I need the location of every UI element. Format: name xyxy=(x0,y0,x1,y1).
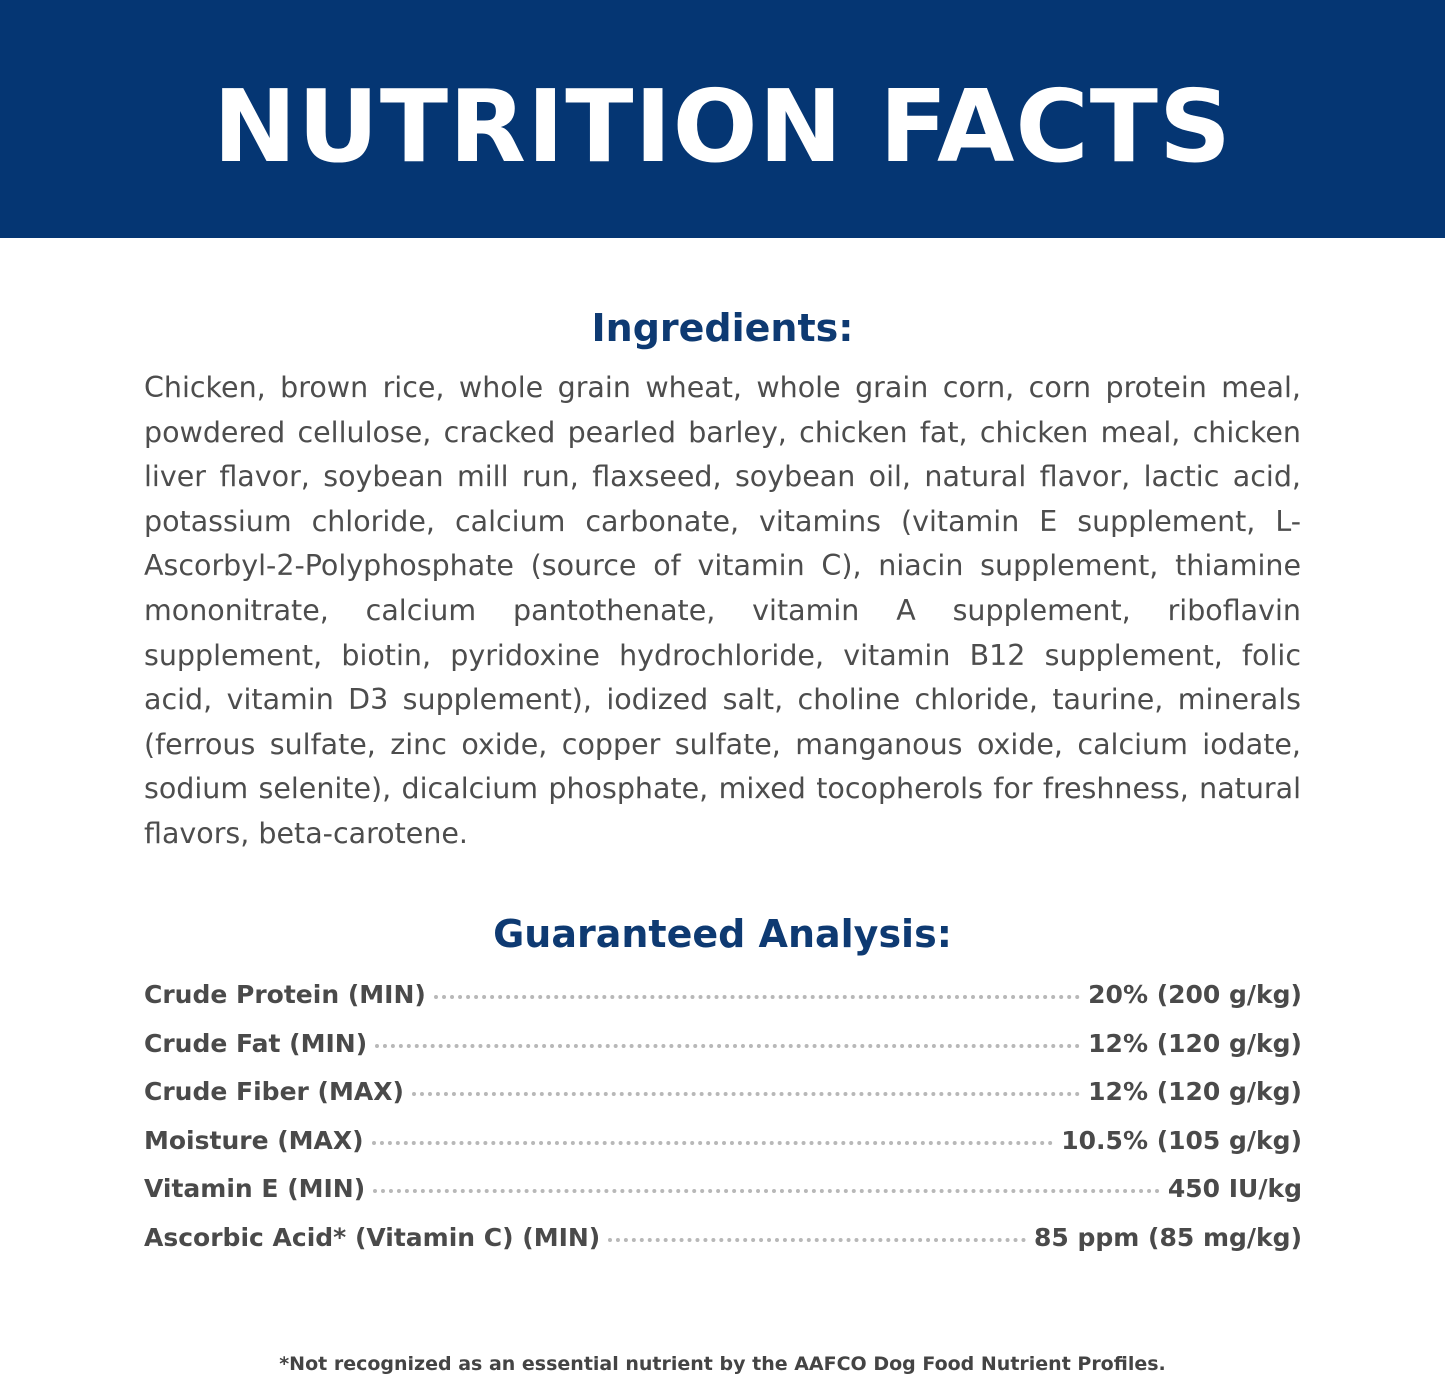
ingredients-heading: Ingredients: xyxy=(591,306,854,350)
row-label: Crude Fat (MIN) xyxy=(144,1028,368,1058)
analysis-row: Moisture (MAX) 10.5% (105 g/kg) xyxy=(144,1126,1302,1175)
row-label: Vitamin E (MIN) xyxy=(144,1174,366,1203)
analysis-table: Crude Protein (MIN) 20% (200 g/kg) Crude … xyxy=(144,980,1302,1271)
dot-leader xyxy=(433,995,1081,999)
analysis-row: Ascorbic Acid* (Vitamin C) (MIN) 85 ppm (… xyxy=(144,1223,1302,1272)
page-title: NUTRITION FACTS xyxy=(212,68,1233,185)
analysis-row: Crude Fiber (MAX) 12% (120 g/kg) xyxy=(144,1077,1302,1126)
header-banner: NUTRITION FACTS xyxy=(0,0,1445,238)
row-value: 85 ppm (85 mg/kg) xyxy=(1034,1222,1302,1252)
row-label: Moisture (MAX) xyxy=(144,1125,364,1155)
dot-leader xyxy=(371,1140,1054,1145)
row-value: 20% (200 g/kg) xyxy=(1088,980,1302,1009)
row-label: Crude Protein (MIN) xyxy=(144,980,426,1009)
row-label: Crude Fiber (MAX) xyxy=(144,1077,404,1106)
dot-leader xyxy=(375,1043,1081,1048)
analysis-row: Vitamin E (MIN) 450 IU/kg xyxy=(144,1174,1302,1223)
row-value: 12% (120 g/kg) xyxy=(1088,1028,1302,1058)
footnote: *Not recognized as an essential nutrient… xyxy=(279,1353,1166,1375)
ingredients-text: Chicken, brown rice, whole grain wheat, … xyxy=(144,371,1301,850)
row-value: 450 IU/kg xyxy=(1167,1174,1302,1203)
dot-leader xyxy=(608,1237,1027,1242)
row-label: Ascorbic Acid* (Vitamin C) (MIN) xyxy=(144,1222,601,1252)
analysis-row: Crude Fat (MIN) 12% (120 g/kg) xyxy=(144,1029,1302,1078)
analysis-row: Crude Protein (MIN) 20% (200 g/kg) xyxy=(144,980,1302,1029)
dot-leader xyxy=(411,1092,1081,1096)
analysis-heading: Guaranteed Analysis: xyxy=(493,912,952,956)
dot-leader xyxy=(373,1189,1160,1193)
row-value: 10.5% (105 g/kg) xyxy=(1061,1125,1302,1155)
row-value: 12% (120 g/kg) xyxy=(1088,1077,1302,1106)
